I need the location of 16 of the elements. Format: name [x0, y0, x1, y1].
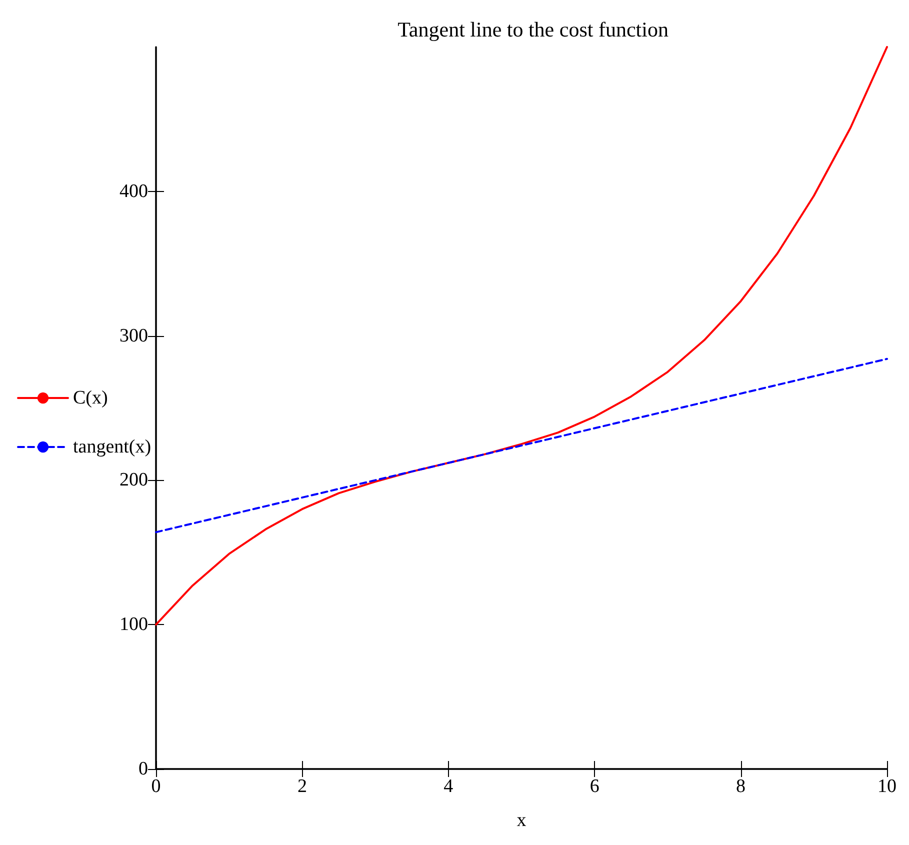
x-tick-label: 8: [736, 776, 746, 797]
chart-title: Tangent line to the cost function: [398, 18, 669, 42]
legend-label: tangent(x): [73, 436, 152, 458]
y-tick-label: 200: [120, 470, 148, 491]
legend-label: C(x): [73, 388, 108, 408]
line-series: [155, 46, 888, 626]
x-tick-label: 0: [151, 776, 161, 797]
y-tick-label: 400: [120, 180, 148, 202]
x-tick-label: 10: [878, 776, 896, 797]
x-tick-label: 4: [444, 776, 454, 797]
x-axis-title: x: [516, 810, 527, 831]
x-tick-label: 6: [590, 776, 600, 797]
y-tick-label: 300: [120, 325, 148, 346]
x-tick-label: 2: [297, 776, 307, 797]
y-tick-label: 100: [120, 614, 148, 636]
y-tick-label: 0: [138, 758, 148, 780]
